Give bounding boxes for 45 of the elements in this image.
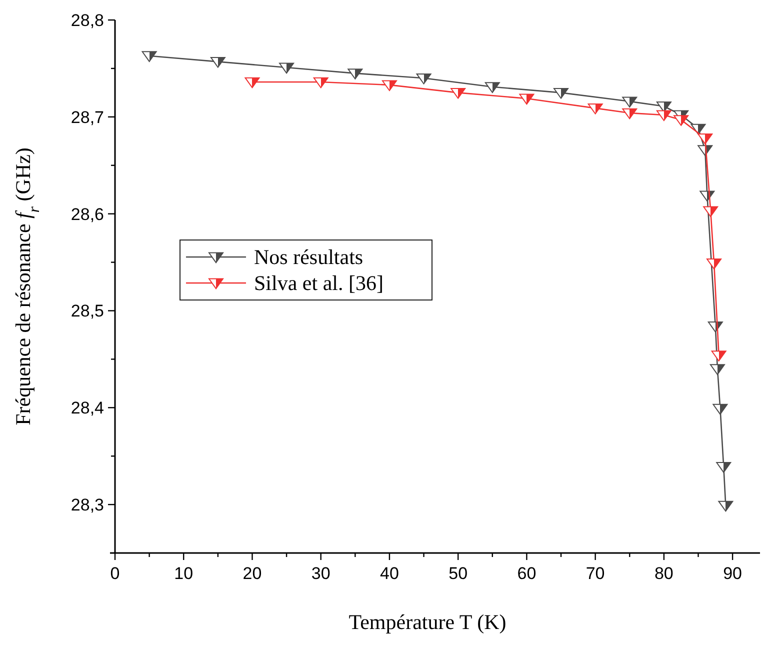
y-tick-label: 28,8 [70, 11, 104, 30]
point [716, 462, 732, 473]
x-tick-label: 70 [586, 564, 605, 583]
point [703, 206, 718, 218]
x-tick-label: 20 [242, 564, 262, 583]
point [718, 500, 734, 512]
point [450, 88, 466, 99]
point [588, 103, 603, 114]
y-tick-label: 28,5 [70, 302, 104, 321]
y-tick-label: 28,4 [70, 398, 104, 418]
x-tick-label: 50 [448, 564, 468, 583]
point [622, 108, 638, 120]
legend-label: Silva et al. [36] [254, 271, 384, 295]
x-tick-label: 80 [654, 564, 674, 583]
point [706, 258, 722, 270]
point [519, 94, 534, 105]
y-tick-label: 28,6 [70, 204, 104, 224]
point [698, 134, 713, 144]
x-tick-label: 40 [380, 564, 399, 583]
point [382, 80, 397, 92]
y-tick-label: 28,3 [70, 496, 104, 515]
point [313, 77, 328, 88]
x-tick-label: 60 [517, 564, 536, 583]
point [711, 350, 726, 362]
x-tick-label: 30 [311, 564, 330, 583]
point [210, 56, 226, 68]
point [142, 51, 157, 62]
point [348, 68, 363, 80]
x-tick-label: 10 [174, 564, 194, 583]
point [622, 96, 638, 108]
x-tick-label: 90 [723, 564, 742, 583]
y-tick-label: 28,7 [70, 108, 104, 127]
x-tick-label: 0 [110, 564, 120, 583]
point [244, 77, 260, 88]
point [484, 82, 500, 93]
point [656, 110, 672, 122]
legend-label: Nos résultats [254, 245, 364, 269]
point [656, 102, 672, 112]
point [712, 404, 728, 415]
point [674, 115, 689, 126]
point [710, 364, 725, 375]
point [279, 62, 294, 74]
point [416, 73, 432, 84]
point [554, 88, 569, 99]
x-axis-title: Température T (K) [348, 610, 506, 634]
